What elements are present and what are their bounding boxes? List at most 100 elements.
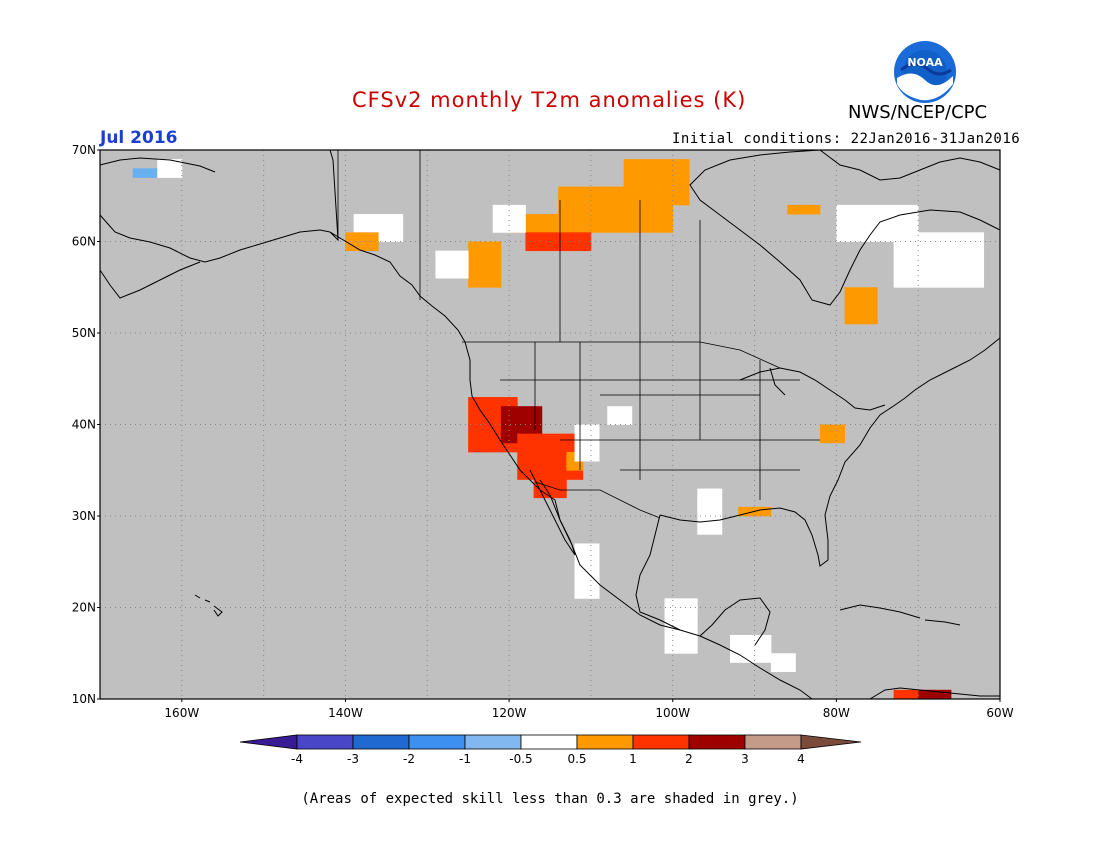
- anomaly-cell: [885, 223, 895, 233]
- anomaly-cell: [689, 598, 698, 608]
- anomaly-cell: [607, 204, 616, 215]
- coastlines: [99, 149, 1001, 700]
- anomaly-cell: [648, 223, 657, 233]
- anomaly-cell: [517, 406, 526, 416]
- anomaly-cell: [476, 268, 485, 279]
- anomaly-cell: [533, 415, 543, 425]
- anomaly-cell: [918, 241, 927, 252]
- anomaly-cell: [910, 214, 919, 224]
- anomaly-cell: [836, 433, 845, 444]
- anomaly-cell: [852, 204, 862, 215]
- anomaly-cell: [860, 204, 870, 215]
- anomaly-cell: [942, 259, 952, 270]
- anomaly-cell: [738, 644, 747, 654]
- anomaly-cell: [599, 223, 608, 233]
- anomaly-cell: [631, 223, 641, 233]
- anomaly-cell: [582, 214, 592, 224]
- anomaly-cell: [525, 470, 535, 480]
- anomaly-cell: [541, 451, 551, 462]
- forecast-month: Jul 2016: [100, 128, 178, 148]
- anomaly-cell: [468, 259, 477, 270]
- anomaly-cell: [869, 232, 878, 242]
- anomaly-cell: [713, 525, 723, 535]
- anomaly-cell: [664, 214, 674, 224]
- lon-label: 100W: [655, 706, 690, 720]
- anomaly-cell: [558, 433, 567, 444]
- anomaly-cell: [590, 204, 600, 215]
- anomaly-cell: [926, 250, 935, 261]
- anomaly-cell: [680, 607, 690, 618]
- anomaly-cell: [746, 644, 755, 654]
- anomaly-cell: [533, 232, 543, 242]
- anomaly-cell: [640, 177, 649, 187]
- anomaly-cell: [779, 653, 788, 663]
- anomaly-cell: [869, 305, 878, 316]
- anomaly-cell: [550, 241, 559, 252]
- anomaly-cell: [582, 195, 592, 206]
- lon-label: 120W: [492, 706, 527, 720]
- anomaly-cell: [574, 580, 584, 590]
- anomaly-cell: [910, 241, 919, 252]
- anomaly-cell: [664, 634, 674, 645]
- anomaly-cell: [509, 406, 518, 416]
- anomaly-cell: [558, 232, 567, 242]
- anomaly-cell: [574, 223, 584, 233]
- anomaly-cell: [828, 424, 837, 435]
- anomaly-cell: [468, 250, 477, 261]
- anomaly-cell: [852, 296, 862, 306]
- anomaly-cell: [656, 186, 665, 197]
- anomaly-cell: [533, 451, 543, 462]
- anomaly-cell: [525, 451, 535, 462]
- anomaly-cell: [517, 470, 526, 480]
- anomaly-cell: [590, 552, 600, 563]
- anomaly-cell: [615, 415, 625, 425]
- anomaly-cell: [959, 278, 968, 288]
- anomaly-cell: [451, 268, 461, 279]
- anomaly-cell: [901, 689, 911, 700]
- lat-label: 40N: [72, 418, 96, 432]
- anomaly-cell: [443, 259, 453, 270]
- anomaly-cell: [517, 415, 526, 425]
- anomaly-cell: [533, 461, 543, 471]
- anomaly-cell: [378, 223, 387, 233]
- anomaly-cell: [689, 625, 698, 636]
- anomaly-cell: [730, 653, 739, 663]
- anomaly-cell: [361, 214, 371, 224]
- anomaly-cell: [664, 177, 674, 187]
- anomaly-cell: [607, 186, 616, 197]
- lon-label: 80W: [823, 706, 850, 720]
- anomaly-cell: [443, 250, 453, 261]
- anomaly-cell: [713, 516, 723, 526]
- anomaly-cell: [615, 186, 625, 197]
- anomaly-cell: [762, 644, 772, 654]
- anomaly-cell: [623, 177, 633, 187]
- anomaly-cell: [672, 598, 682, 608]
- anomaly-cell: [844, 296, 854, 306]
- anomaly-cell: [901, 250, 911, 261]
- anomaly-cell: [836, 204, 845, 215]
- anomaly-cell: [607, 223, 616, 233]
- anomaly-cell: [558, 470, 567, 480]
- anomaly-cell: [582, 543, 592, 553]
- anomaly-cell: [910, 223, 919, 233]
- anomaly-cell: [664, 204, 674, 215]
- anomaly-cell: [836, 223, 845, 233]
- anomaly-cell: [648, 159, 657, 169]
- anomaly-cell: [885, 204, 895, 215]
- anomaly-cell: [860, 314, 870, 325]
- anomaly-cell: [811, 204, 821, 215]
- anomaly-cell: [926, 278, 935, 288]
- anomaly-cell: [860, 232, 870, 242]
- anomaly-cell: [869, 223, 878, 233]
- anomaly-cell: [566, 186, 575, 197]
- anomaly-cell: [844, 232, 854, 242]
- anomaly-cell: [762, 506, 772, 517]
- anomaly-cell: [378, 232, 387, 242]
- anomaly-cell: [697, 525, 706, 535]
- anomaly-cell: [566, 204, 575, 215]
- anomaly-cell: [754, 644, 764, 654]
- anomaly-cell: [558, 204, 567, 215]
- anomaly-cell: [574, 561, 584, 572]
- anomaly-cell: [353, 241, 363, 252]
- anomaly-cell: [901, 241, 911, 252]
